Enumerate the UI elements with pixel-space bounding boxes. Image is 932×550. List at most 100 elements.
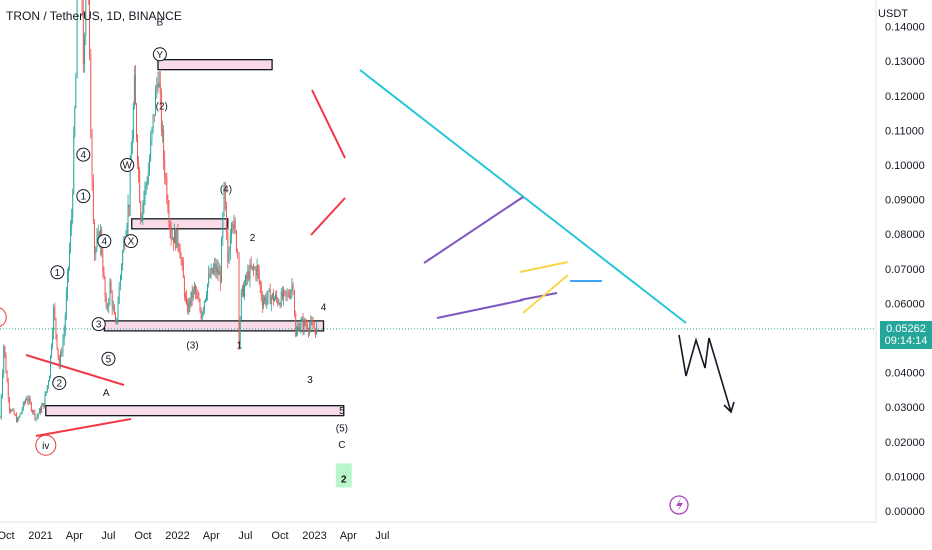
candle-body <box>306 325 308 330</box>
candle-body <box>198 298 200 302</box>
time-tick-label: Apr <box>66 530 83 542</box>
candle-body <box>90 54 92 138</box>
wave-label-text: X <box>128 237 135 248</box>
wave-label-text: 5 <box>339 406 345 417</box>
candle-body <box>107 306 108 308</box>
candle-body <box>18 417 20 419</box>
wave-label: 4 <box>321 302 327 313</box>
projection-path <box>678 334 732 413</box>
wave-label: (5) <box>336 423 348 434</box>
candle-body <box>215 263 217 273</box>
candle-body <box>269 289 271 304</box>
candle-body <box>199 301 201 311</box>
wave-label-text: 4 <box>81 150 87 161</box>
wave-label: 2 <box>335 463 352 488</box>
lightning-icon[interactable] <box>669 495 689 515</box>
candle-body <box>139 171 141 203</box>
wave-label: 1 <box>50 265 65 280</box>
candle-body <box>62 339 64 353</box>
candle-body <box>40 408 41 413</box>
candle-body <box>95 248 97 255</box>
time-scale[interactable]: Oct 2021 Apr Jul Oct 2022 Apr Jul Oct 2023 Apr Jul <box>0 530 389 542</box>
candle-body <box>13 409 15 415</box>
candle-body <box>231 224 233 238</box>
time-tick-label: 2023 <box>302 530 326 542</box>
candle-body <box>310 321 312 327</box>
candle-body <box>301 319 303 321</box>
wave-label: 3 <box>91 317 106 332</box>
candle-body <box>166 177 168 201</box>
wave-label: 5 <box>339 406 345 417</box>
candle-body <box>96 237 98 249</box>
triangle-lower-line <box>35 418 132 437</box>
candle-body <box>246 275 248 280</box>
candle-body <box>218 270 220 275</box>
candle-body <box>222 214 224 239</box>
candle-body <box>3 345 5 374</box>
candle-body <box>54 306 56 319</box>
price-tick-label: 0.12000 <box>885 91 925 103</box>
wave-label-text: C <box>338 440 345 451</box>
candle-body <box>49 376 50 382</box>
candle-body <box>284 290 286 292</box>
candle-body <box>279 303 281 307</box>
candle-body <box>143 196 145 204</box>
wave-label: 3 <box>307 375 313 386</box>
wave-label: 4 <box>97 234 112 249</box>
candle-body <box>175 229 177 248</box>
candle-body <box>44 394 46 407</box>
candle-body <box>46 385 48 392</box>
candle-body <box>176 229 178 248</box>
price-scale[interactable]: 0.000000.010000.020000.030000.040000.050… <box>885 22 925 518</box>
time-tick-label: 2021 <box>28 530 52 542</box>
wave-label-text: iv <box>42 441 49 452</box>
candle-body <box>277 298 279 304</box>
candle-body <box>63 331 65 340</box>
support-resistance-zones <box>45 59 345 417</box>
candle-body <box>257 265 259 272</box>
wave-label: C <box>338 440 345 451</box>
candle-body <box>233 220 235 229</box>
candle-body <box>305 324 307 326</box>
candle-body <box>179 248 181 259</box>
candle-body <box>287 293 289 297</box>
descending-trendline <box>359 69 687 324</box>
wave-label-highlight <box>335 463 352 488</box>
candle-body <box>221 238 223 283</box>
candle-body <box>170 228 172 240</box>
price-zone <box>45 405 345 417</box>
candle-body <box>249 264 251 280</box>
candle-body <box>280 291 282 307</box>
candle-body <box>316 325 318 335</box>
symbol-title[interactable]: TRON / TetherUS, 1D, BINANCE <box>6 9 182 23</box>
candle-body <box>149 159 150 173</box>
wave-label: 2 <box>250 233 256 244</box>
wave-label: 4 <box>76 147 91 162</box>
candle-body <box>254 268 256 270</box>
candle-body <box>2 373 3 396</box>
candle-body <box>138 162 140 172</box>
candle-body <box>22 402 24 410</box>
candle-body <box>52 332 54 347</box>
price-tick-label: 0.06000 <box>885 298 925 310</box>
price-tick-label: 0.01000 <box>885 471 925 483</box>
candle-body <box>189 299 191 306</box>
candle-body <box>296 331 298 337</box>
candle-body <box>298 327 300 331</box>
wave-label-text: (3) <box>186 340 198 351</box>
candle-body <box>247 271 249 280</box>
channel-extension-line <box>519 292 558 301</box>
candle-body <box>123 240 125 252</box>
candle-body <box>119 275 121 287</box>
candle-body <box>201 312 203 319</box>
candle-body <box>76 0 78 78</box>
candle-body <box>223 183 225 215</box>
candle-body <box>312 323 314 328</box>
currency-label: USDT <box>878 8 908 20</box>
candle-body <box>299 327 301 331</box>
time-tick-label: 2022 <box>165 530 189 542</box>
candle-body <box>10 410 12 412</box>
price-tick-label: 0.09000 <box>885 195 925 207</box>
candle-body <box>244 284 245 297</box>
